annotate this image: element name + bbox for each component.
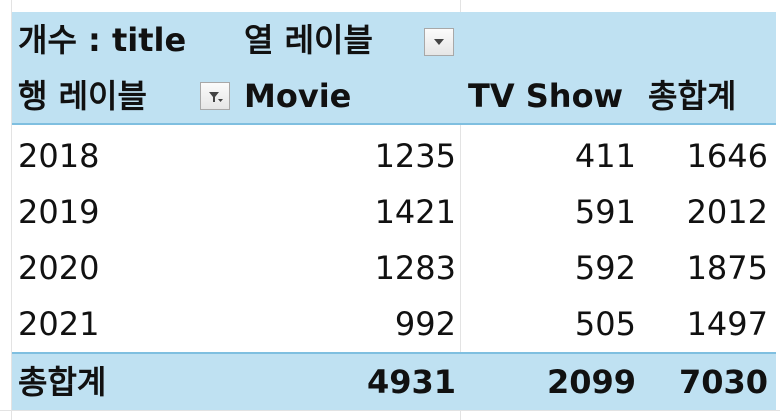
grid-line [460,0,461,420]
row-label[interactable]: 2018 [18,137,100,175]
column-labels-label[interactable]: 열 레이블 [244,21,373,59]
header-separator [12,123,776,125]
row-label[interactable]: 2020 [18,249,100,287]
row-label[interactable]: 2021 [18,305,100,343]
dropdown-arrow-icon [434,39,444,45]
pivot-data-row: 2019 1421 591 2012 [12,184,776,240]
pivot-data-row: 2018 1235 411 1646 [12,128,776,184]
pivot-header-row-1: 개수 : title 열 레이블 [12,12,776,68]
total-cell[interactable]: 7030 [678,363,768,401]
value-field-label[interactable]: 개수 : title [18,21,187,59]
pivot-header-row-2: 행 레이블 Movie TV Show 총합계 [12,68,776,124]
value-cell[interactable]: 992 [394,305,456,343]
value-cell[interactable]: 1421 [374,193,456,231]
grid-line [11,0,12,420]
filter-dropdown-icon [209,92,223,102]
column-header-grand-total[interactable]: 총합계 [648,77,737,115]
total-cell[interactable]: 2099 [546,363,636,401]
value-cell[interactable]: 1875 [686,249,768,287]
value-cell[interactable]: 592 [574,249,636,287]
total-label[interactable]: 총합계 [18,363,107,401]
pivot-total-row: 총합계 4931 2099 7030 [12,354,776,410]
value-cell[interactable]: 1235 [374,137,456,175]
total-separator [12,352,776,354]
row-label[interactable]: 2019 [18,193,100,231]
column-filter-button[interactable] [424,28,454,56]
column-header-movie[interactable]: Movie [244,77,352,115]
row-labels-label[interactable]: 행 레이블 [18,77,147,115]
grid-line [0,410,780,411]
value-cell[interactable]: 2012 [686,193,768,231]
pivot-table: 개수 : title 열 레이블 행 레이블 Movie TV Show 총합계… [12,0,776,412]
pivot-data-row: 2020 1283 592 1875 [12,240,776,296]
value-cell[interactable]: 505 [574,305,636,343]
value-cell[interactable]: 1497 [686,305,768,343]
value-cell[interactable]: 411 [574,137,636,175]
pivot-data-row: 2021 992 505 1497 [12,296,776,352]
value-cell[interactable]: 1283 [374,249,456,287]
value-cell[interactable]: 591 [574,193,636,231]
value-cell[interactable]: 1646 [686,137,768,175]
total-cell[interactable]: 4931 [366,363,456,401]
row-filter-button[interactable] [200,82,230,110]
column-header-tv-show[interactable]: TV Show [468,77,624,115]
